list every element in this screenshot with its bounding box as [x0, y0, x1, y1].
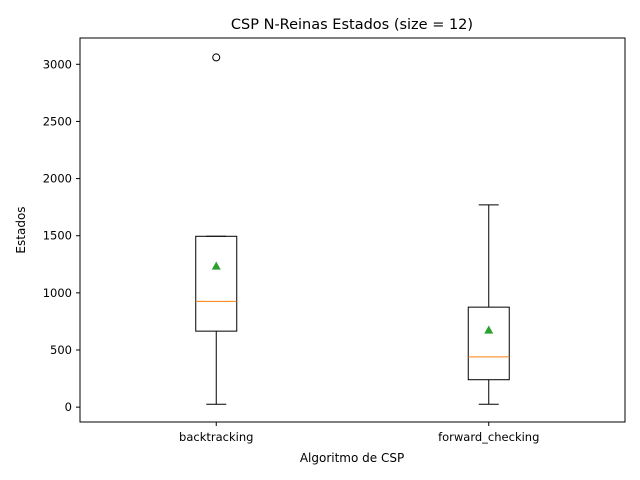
chart-title: CSP N-Reinas Estados (size = 12)	[231, 17, 473, 33]
plot-area: 0 500 1000 1500 2000 2500 3000 backtracking forw…	[43, 53, 539, 444]
y-tick-label: 3000	[43, 57, 72, 71]
box-forward_checking	[467, 306, 510, 381]
x-tick-label: backtracking	[179, 430, 253, 444]
box-backtracking	[195, 235, 238, 332]
y-tick-label: 1500	[43, 229, 72, 243]
y-tick-label: 2500	[43, 114, 72, 128]
x-axis-label: Algoritmo de CSP	[300, 451, 404, 465]
y-tick-label: 2000	[43, 172, 72, 186]
x-tick-label: forward_checking	[438, 430, 539, 444]
y-axis-label: Estados	[14, 206, 28, 253]
y-tick-label: 1000	[43, 286, 72, 300]
outlier-point	[212, 53, 221, 62]
mean-marker	[211, 261, 221, 270]
y-tick-label: 500	[50, 343, 72, 357]
y-tick-label: 0	[65, 400, 72, 414]
mean-marker	[484, 325, 494, 334]
axes-frame	[79, 37, 626, 423]
